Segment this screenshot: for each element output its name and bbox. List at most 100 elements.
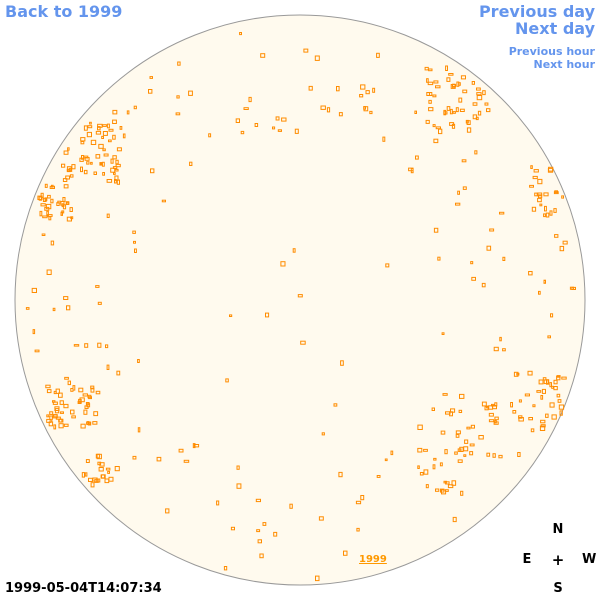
compass-north-label: N (552, 522, 564, 537)
next-day-link[interactable]: Next day (515, 19, 595, 38)
feature-mark (86, 131, 93, 138)
feature-mark (359, 94, 364, 98)
feature-mark (419, 472, 424, 476)
feature-mark (470, 261, 474, 265)
feature-mark (510, 402, 514, 408)
feature-mark (262, 522, 267, 526)
feature-mark (476, 95, 483, 101)
feature-mark (469, 443, 475, 447)
feature-mark (443, 480, 447, 484)
feature-mark (175, 112, 181, 116)
feature-mark (223, 566, 228, 571)
feature-mark (116, 370, 121, 376)
back-to-year-link[interactable]: Back to 1999 (5, 2, 123, 21)
feature-mark (558, 404, 565, 410)
magnetic-features-layer (25, 32, 577, 582)
feature-mark (116, 147, 122, 152)
feature-mark (372, 87, 376, 93)
feature-mark (474, 150, 478, 155)
feature-mark (481, 401, 487, 407)
feature-mark (494, 402, 498, 407)
feature-mark (297, 294, 303, 298)
feature-mark (133, 240, 136, 244)
feature-mark (256, 529, 261, 533)
feature-mark (49, 411, 54, 415)
feature-mark (85, 402, 90, 406)
feature-mark (492, 453, 496, 458)
feature-mark (93, 171, 97, 175)
feature-mark (541, 388, 547, 394)
feature-mark (460, 75, 466, 80)
feature-mark (97, 126, 101, 131)
feature-mark (55, 388, 60, 394)
feature-mark (85, 459, 90, 464)
feature-mark (105, 467, 111, 471)
feature-mark (281, 117, 287, 122)
feature-mark (462, 186, 467, 190)
feature-mark (365, 90, 370, 95)
feature-mark (31, 287, 38, 293)
feature-mark (390, 450, 394, 456)
feature-mark (52, 307, 56, 312)
feature-mark (427, 81, 434, 86)
feature-mark (489, 228, 495, 232)
feature-mark (275, 116, 280, 121)
feature-mark (543, 213, 546, 218)
feature-mark (119, 126, 123, 130)
feature-mark (433, 457, 437, 461)
next-hour-link[interactable]: Next hour (533, 58, 596, 71)
feature-mark (102, 124, 107, 127)
feature-mark (549, 210, 553, 216)
feature-mark (363, 106, 369, 112)
previous-hour-link[interactable]: Previous hour (508, 45, 595, 58)
feature-mark (437, 256, 441, 261)
feature-mark (277, 129, 282, 132)
feature-mark (272, 126, 276, 130)
feature-mark (63, 150, 69, 155)
feature-mark (537, 178, 543, 185)
feature-mark (414, 110, 417, 114)
feature-mark (417, 447, 423, 453)
feature-mark (472, 114, 478, 120)
feature-mark (445, 65, 449, 71)
feature-mark (556, 375, 561, 378)
feature-mark (112, 166, 118, 170)
feature-mark (59, 411, 65, 414)
feature-mark (408, 167, 414, 172)
feature-mark (464, 439, 469, 444)
feature-mark (80, 137, 86, 142)
feature-mark (451, 480, 457, 486)
feature-mark (108, 128, 114, 132)
feature-mark (455, 434, 460, 438)
feature-mark (431, 407, 436, 411)
feature-mark (98, 467, 104, 472)
feature-mark (97, 461, 102, 466)
feature-mark (513, 371, 519, 377)
feature-mark (50, 240, 55, 246)
year-link[interactable]: 1999 (359, 554, 387, 565)
feature-mark (63, 296, 69, 301)
feature-mark (547, 335, 552, 339)
feature-mark (417, 465, 420, 469)
feature-mark (46, 414, 50, 418)
feature-mark (527, 370, 533, 376)
previous-day-link[interactable]: Previous day (478, 2, 595, 21)
feature-mark (95, 154, 101, 159)
feature-mark (101, 135, 104, 139)
compass-center-marker: + (551, 551, 565, 569)
feature-mark (557, 399, 562, 403)
feature-mark (114, 168, 119, 172)
feature-mark (456, 81, 460, 87)
feature-mark (536, 390, 542, 393)
feature-mark (446, 106, 451, 111)
feature-mark (58, 423, 64, 429)
feature-mark (545, 212, 550, 218)
feature-mark (466, 426, 471, 430)
feature-mark (90, 482, 95, 488)
feature-mark (108, 476, 114, 482)
feature-mark (561, 376, 567, 380)
feature-mark (69, 174, 74, 178)
feature-mark (459, 108, 465, 112)
feature-mark (315, 575, 320, 582)
compass-east-label: E (522, 552, 532, 567)
